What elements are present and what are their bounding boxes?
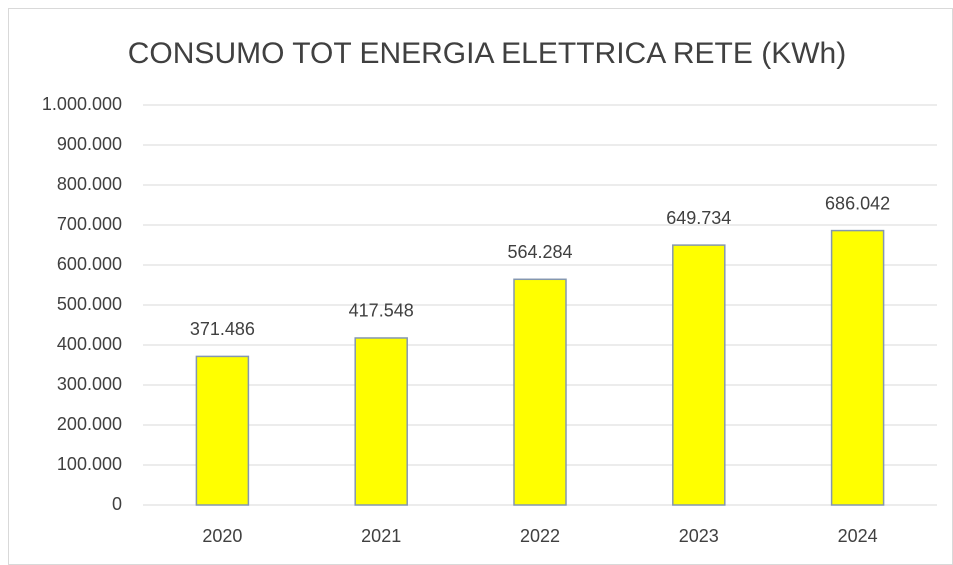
bar bbox=[830, 229, 885, 506]
y-tick-label: 900.000 bbox=[57, 134, 122, 154]
data-label: 649.734 bbox=[666, 208, 731, 228]
y-tick-label: 1.000.000 bbox=[42, 94, 122, 114]
bar bbox=[672, 244, 726, 506]
y-tick-label: 400.000 bbox=[57, 334, 122, 354]
y-tick-label: 300.000 bbox=[57, 374, 122, 394]
x-tick-label: 2022 bbox=[520, 526, 560, 546]
data-label: 417.548 bbox=[349, 301, 414, 321]
data-label: 371.486 bbox=[190, 319, 255, 339]
chart-title: CONSUMO TOT ENERGIA ELETTRICA RETE (KWh) bbox=[128, 37, 846, 70]
data-label: 686.042 bbox=[825, 193, 890, 213]
y-tick-label: 0 bbox=[112, 494, 122, 514]
x-tick-label: 2021 bbox=[361, 526, 401, 546]
x-tick-label: 2024 bbox=[838, 526, 878, 546]
chart-border bbox=[8, 8, 953, 565]
y-tick-label: 100.000 bbox=[57, 454, 122, 474]
y-tick-label: 600.000 bbox=[57, 254, 122, 274]
bar bbox=[195, 355, 250, 506]
x-tick-label: 2023 bbox=[679, 526, 719, 546]
bar bbox=[354, 337, 408, 506]
x-tick-label: 2020 bbox=[202, 526, 242, 546]
y-tick-label: 200.000 bbox=[57, 414, 122, 434]
bar bbox=[513, 278, 567, 506]
y-tick-label: 700.000 bbox=[57, 214, 122, 234]
y-tick-label: 500.000 bbox=[57, 294, 122, 314]
data-label: 564.284 bbox=[507, 242, 572, 262]
y-tick-label: 800.000 bbox=[57, 174, 122, 194]
